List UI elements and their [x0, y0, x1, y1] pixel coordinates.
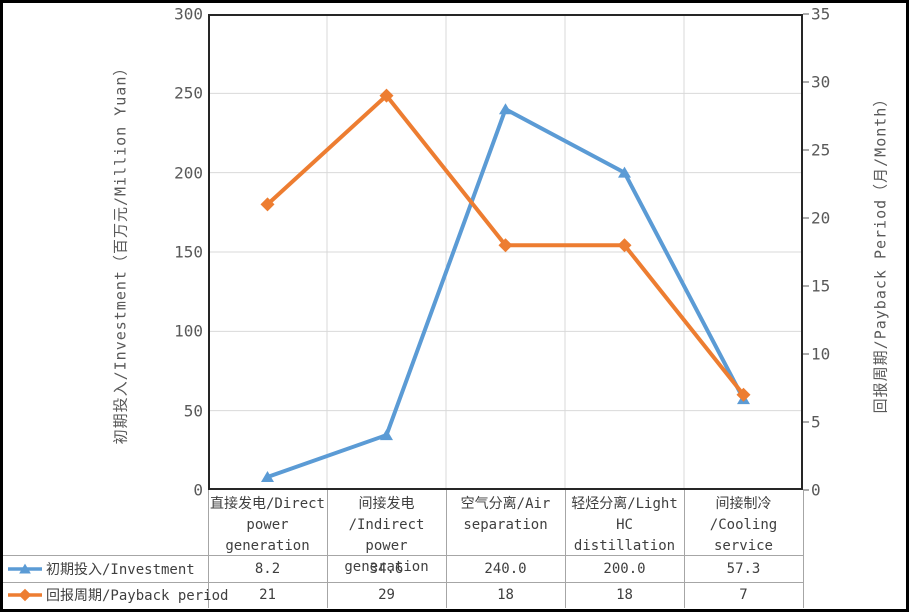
table-value-cell: 21	[259, 587, 276, 603]
diamond-marker	[498, 238, 513, 253]
diamond-marker	[736, 387, 751, 402]
triangle-marker	[380, 429, 393, 441]
table-value-cell: 18	[616, 587, 633, 603]
category-label: 间接发电/Indirect power generation	[344, 496, 429, 575]
table-vertical-border	[565, 490, 566, 608]
right-axis-tick-mark	[803, 353, 809, 355]
diamond-marker	[379, 88, 394, 103]
left-axis-tick-label: 0	[193, 480, 203, 500]
right-axis-title: 回报周期/Payback Period（月/Month）	[871, 90, 890, 414]
left-axis-tick-label: 300	[174, 4, 203, 24]
legend-label: 回报周期/Payback period	[46, 588, 229, 604]
category-label: 间接制冷/Cooling service	[709, 496, 778, 554]
left-axis-tick-label: 200	[174, 163, 203, 183]
table-value-cell: 7	[739, 587, 748, 603]
table-value-cell: 18	[497, 587, 514, 603]
right-axis-tick-mark	[803, 421, 809, 423]
left-axis-tick-label: 150	[174, 242, 203, 262]
table-value-cell: 29	[378, 587, 395, 603]
right-axis-tick-label: 5	[811, 412, 821, 432]
triangle-marker	[19, 563, 31, 573]
right-axis-tick-label: 25	[811, 140, 831, 160]
data-table: 直接发电/Direct power generation 间接发电/Indirect …	[3, 490, 804, 608]
table-horizontal-border	[3, 582, 803, 583]
right-axis-tick-mark	[803, 217, 809, 219]
right-axis-tick-mark	[803, 13, 809, 15]
right-axis-tick-label: 20	[811, 208, 831, 228]
legend-item: 回报周期/Payback period	[3, 582, 228, 608]
diamond-marker	[18, 588, 32, 602]
table-vertical-border	[446, 490, 447, 608]
right-axis-tick-mark	[803, 81, 809, 83]
table-value-cell: 240.0	[484, 560, 527, 577]
right-axis-tick-mark	[803, 149, 809, 151]
triangle-marker	[618, 166, 631, 178]
triangle-marker	[261, 470, 274, 482]
category-label: 直接发电/Direct power generation	[209, 496, 325, 554]
chart-plot	[208, 14, 803, 490]
category-label: 空气分离/Air separation	[460, 496, 551, 533]
right-axis-tick-label: 30	[811, 72, 831, 92]
table-value-cell: 34.6	[369, 560, 404, 577]
series-line-triangle	[265, 107, 746, 479]
right-axis-tick-label: 0	[811, 480, 821, 500]
category-label: 轻烃分离/Light HC distillation	[571, 496, 678, 554]
table-vertical-border	[684, 490, 685, 608]
legend-label: 初期投入/Investment	[46, 561, 195, 578]
diamond-marker	[617, 238, 632, 253]
legend-triangle-swatch	[8, 563, 42, 573]
table-value-cell: 8.2	[254, 560, 281, 577]
plot-border	[208, 14, 803, 490]
left-axis-tick-label: 100	[174, 321, 203, 341]
table-value-cell: 57.3	[726, 560, 761, 577]
diamond-marker	[260, 197, 275, 212]
right-axis-tick-mark	[803, 489, 809, 491]
left-axis-tick-label: 50	[183, 401, 203, 421]
right-axis-tick-mark	[803, 285, 809, 287]
legend-diamond-swatch	[8, 588, 42, 602]
right-axis-tick-label: 15	[811, 276, 831, 296]
table-vertical-border	[327, 490, 328, 608]
table-vertical-border	[208, 490, 209, 608]
table-horizontal-border	[3, 555, 803, 556]
table-value-cell: 200.0	[603, 560, 646, 577]
triangle-marker	[499, 103, 512, 115]
legend-item: 初期投入/Investment	[3, 555, 208, 582]
left-axis-title: 初期投入/Investment（百万元/Million Yuan）	[111, 59, 130, 445]
right-axis-tick-label: 10	[811, 344, 831, 364]
right-axis-tick-label: 35	[811, 4, 831, 24]
left-axis-tick-label: 250	[174, 83, 203, 103]
table-vertical-border	[803, 490, 804, 608]
